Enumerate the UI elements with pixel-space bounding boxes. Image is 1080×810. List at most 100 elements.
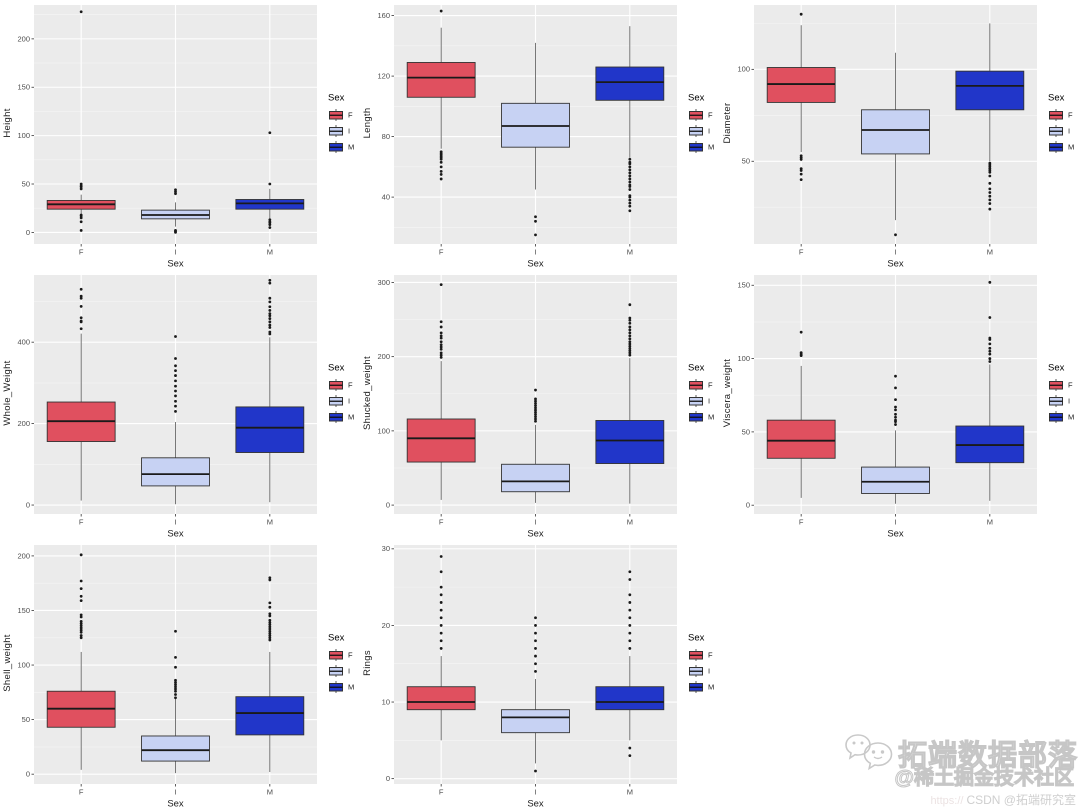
svg-text:Sex: Sex: [167, 259, 184, 270]
svg-text:M: M: [267, 788, 273, 797]
legend-key-m: M: [1048, 141, 1074, 154]
svg-text:I: I: [534, 248, 536, 257]
svg-text:120: 120: [377, 71, 390, 80]
svg-text:F: F: [439, 518, 444, 527]
svg-text:100: 100: [17, 131, 30, 140]
legend-key-f: F: [328, 379, 354, 392]
legend-key-label: F: [348, 380, 353, 390]
svg-text:Sex: Sex: [887, 259, 904, 270]
legend-key-i: I: [328, 125, 354, 138]
legend-key-label: M: [348, 682, 355, 692]
svg-text:Sex: Sex: [527, 799, 544, 810]
legend-key-label: I: [708, 666, 711, 676]
svg-text:50: 50: [742, 157, 750, 166]
legend-key-m: M: [688, 141, 714, 154]
svg-text:100: 100: [17, 660, 30, 669]
svg-text:Sex: Sex: [887, 529, 904, 540]
legend-key-label: I: [348, 666, 351, 676]
legend-title: Sex: [688, 632, 705, 644]
legend-boxplot-swatch-icon: [689, 125, 703, 137]
svg-text:0: 0: [26, 228, 30, 237]
svg-text:50: 50: [742, 427, 750, 436]
legend-boxplot-swatch-icon: [689, 141, 703, 153]
legend-boxplot-swatch-icon: [329, 665, 343, 677]
svg-text:0: 0: [746, 501, 750, 510]
legend-key-label: F: [708, 380, 713, 390]
legend-boxplot-swatch-icon: [689, 379, 703, 391]
legend-key-label: I: [708, 126, 711, 136]
svg-text:0: 0: [386, 774, 390, 783]
svg-text:F: F: [79, 518, 84, 527]
svg-text:M: M: [987, 248, 993, 257]
legend-key-f: F: [1048, 379, 1074, 392]
svg-text:F: F: [799, 518, 804, 527]
svg-text:50: 50: [22, 715, 30, 724]
legend-key-m: M: [328, 141, 354, 154]
legend-key-label: M: [1068, 412, 1075, 422]
legend-key-label: M: [1068, 142, 1075, 152]
svg-text:I: I: [174, 788, 176, 797]
legend-key-label: F: [348, 110, 353, 120]
legend-key-f: F: [688, 109, 714, 122]
legend-boxplot-swatch-icon: [689, 649, 703, 661]
legend-boxplot-swatch-icon: [689, 411, 703, 423]
svg-text:200: 200: [17, 419, 30, 428]
legend-key-i: I: [328, 665, 354, 678]
legend-key-f: F: [688, 649, 714, 662]
legend-boxplot-swatch-icon: [329, 411, 343, 423]
svg-text:I: I: [534, 788, 536, 797]
svg-text:150: 150: [17, 83, 30, 92]
svg-text:I: I: [174, 248, 176, 257]
legend-key-i: I: [1048, 125, 1074, 138]
boxplot-chart: 0 50 100 150 F I M Sex: [737, 275, 1037, 540]
legend-key-m: M: [688, 411, 714, 424]
legend-key-label: M: [348, 142, 355, 152]
legend-key-f: F: [328, 109, 354, 122]
legend-boxplot-swatch-icon: [1049, 125, 1063, 137]
legend-boxplot-swatch-icon: [329, 395, 343, 407]
svg-text:30: 30: [382, 544, 390, 553]
legend-title: Sex: [328, 92, 345, 104]
legend-title: Sex: [688, 362, 705, 374]
legend-key-label: I: [348, 396, 351, 406]
legend-boxplot-swatch-icon: [689, 109, 703, 121]
legend-key-i: I: [328, 395, 354, 408]
legend-key-label: F: [348, 650, 353, 660]
legend-key-f: F: [1048, 109, 1074, 122]
svg-text:Sex: Sex: [527, 259, 544, 270]
legend-key-label: M: [348, 412, 355, 422]
svg-text:0: 0: [26, 770, 30, 779]
legend-boxplot-swatch-icon: [1049, 395, 1063, 407]
svg-text:80: 80: [382, 132, 390, 141]
svg-text:200: 200: [17, 551, 30, 560]
svg-text:M: M: [627, 788, 633, 797]
boxplot-chart: 50 100 F I M Sex: [737, 5, 1037, 270]
legend-key-f: F: [688, 379, 714, 392]
svg-text:M: M: [987, 518, 993, 527]
boxplot-chart: 0 10 20 30 F I M Sex: [382, 544, 677, 810]
svg-text:40: 40: [382, 193, 390, 202]
boxplot-chart: 40 80 120 160 F I M Sex: [377, 5, 677, 270]
legend-title: Sex: [1048, 92, 1065, 104]
legend-boxplot-swatch-icon: [329, 109, 343, 121]
legend-boxplot-swatch-icon: [1049, 379, 1063, 391]
legend-key-m: M: [328, 681, 354, 694]
legend-boxplot-swatch-icon: [329, 649, 343, 661]
svg-text:400: 400: [17, 338, 30, 347]
svg-text:300: 300: [377, 278, 390, 287]
svg-text:150: 150: [737, 281, 750, 290]
